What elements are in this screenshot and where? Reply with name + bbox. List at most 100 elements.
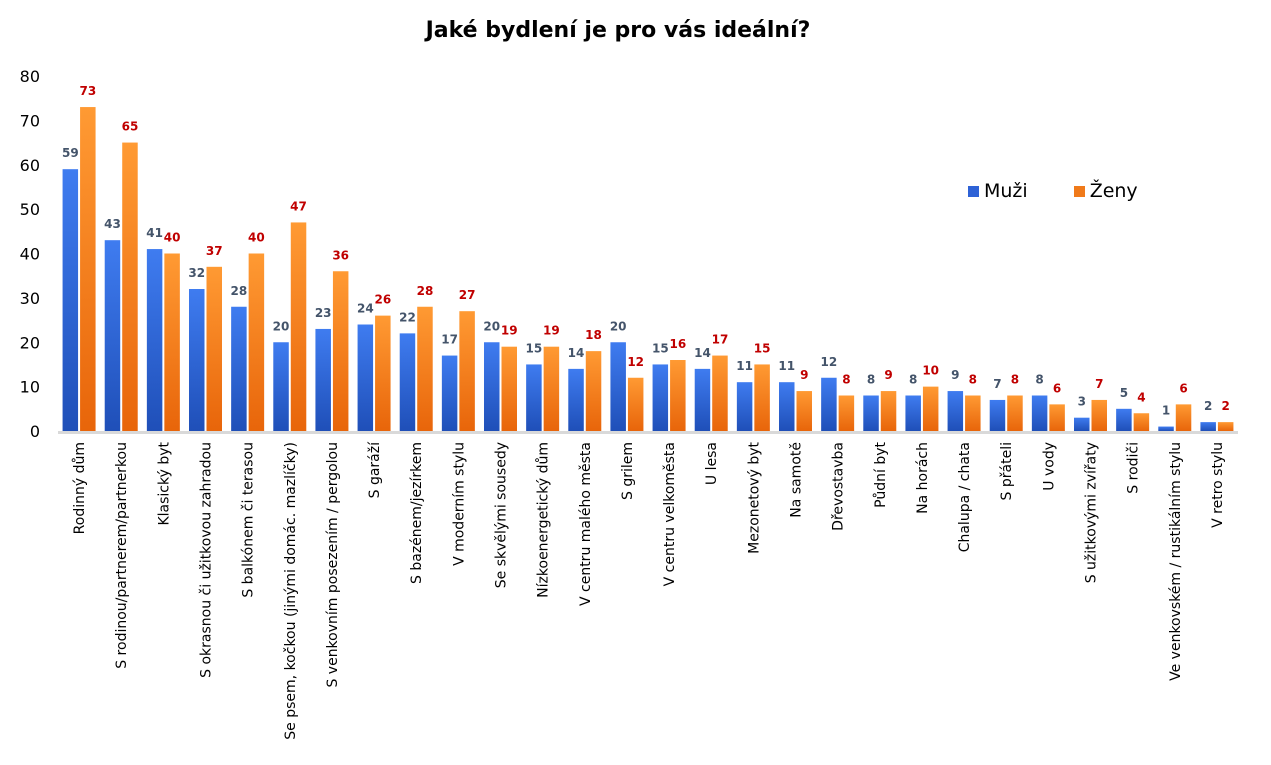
bar-zeny [838, 395, 855, 431]
data-label-zeny: 40 [164, 231, 181, 245]
bar-zeny [164, 253, 180, 431]
bar-zeny [375, 315, 391, 431]
data-label-muzi: 28 [231, 284, 248, 298]
data-label-muzi: 11 [736, 359, 753, 373]
legend: Muži Ženy [968, 180, 1184, 202]
x-tick-label: Půdní byt [873, 442, 889, 508]
data-label-zeny: 8 [1011, 373, 1019, 387]
data-label-muzi: 8 [909, 373, 917, 387]
bar-muzi [189, 289, 205, 431]
x-tick-label: S balkónem či terasou [241, 442, 257, 598]
x-tick-label: S grilem [620, 442, 636, 500]
bar-muzi [779, 382, 795, 431]
x-tick-label: Dřevostavba [831, 442, 847, 531]
bar-muzi [146, 249, 163, 431]
data-label-muzi: 15 [526, 341, 543, 355]
bar-muzi [1158, 426, 1174, 431]
bar-muzi [568, 368, 584, 431]
bar-zeny [670, 360, 686, 431]
bar-zeny [501, 346, 517, 431]
bar-muzi [62, 169, 79, 431]
legend-item-muzi: Muži [968, 180, 1028, 202]
data-label-muzi: 22 [399, 310, 416, 324]
data-label-zeny: 9 [884, 368, 892, 382]
bar-muzi [1074, 417, 1090, 431]
bar-muzi [610, 342, 626, 431]
x-tick-label: V retro stylu [1210, 442, 1226, 528]
bar-muzi [947, 391, 964, 431]
bar-muzi [736, 382, 753, 431]
x-tick-label: Mezonetový byt [746, 442, 762, 554]
y-tick-label: 40 [20, 245, 40, 264]
data-label-muzi: 12 [821, 355, 838, 369]
bar-zeny [712, 355, 728, 431]
legend-label-muzi: Muži [984, 180, 1028, 202]
x-tick-label: S přáteli [999, 442, 1015, 500]
data-label-zeny: 19 [543, 324, 560, 338]
bar-zeny [206, 266, 222, 431]
data-label-zeny: 65 [122, 120, 139, 134]
data-label-zeny: 10 [922, 364, 939, 378]
data-label-zeny: 9 [800, 368, 808, 382]
x-tick-label: S okrasnou či užitkovou zahradou [199, 442, 215, 678]
data-label-muzi: 14 [568, 346, 585, 360]
data-label-zeny: 12 [627, 355, 644, 369]
x-tick-label: Ve venkovském / rustikálním stylu [1168, 442, 1184, 681]
bar-muzi [863, 395, 879, 431]
data-label-zeny: 4 [1137, 390, 1145, 404]
data-label-zeny: 19 [501, 324, 518, 338]
bar-muzi [526, 364, 542, 431]
bar-zeny [922, 386, 939, 431]
data-label-muzi: 23 [315, 306, 332, 320]
data-label-muzi: 59 [62, 146, 79, 160]
data-label-muzi: 11 [778, 359, 795, 373]
data-label-zeny: 16 [669, 337, 686, 351]
bar-muzi [1200, 422, 1216, 431]
data-label-zeny: 2 [1221, 399, 1229, 413]
y-tick-label: 0 [30, 422, 40, 441]
y-tick-label: 30 [20, 289, 40, 308]
x-tick-label: S garáží [367, 441, 383, 498]
y-tick-label: 50 [20, 200, 40, 219]
bar-zeny [122, 142, 138, 431]
data-label-zeny: 27 [459, 288, 476, 302]
x-tick-label: S rodiči [1126, 442, 1142, 494]
data-label-zeny: 15 [754, 341, 771, 355]
data-label-zeny: 47 [290, 199, 307, 213]
bar-zeny [880, 391, 897, 431]
data-label-zeny: 37 [206, 244, 223, 258]
x-tick-label: U vody [1041, 442, 1057, 491]
bar-muzi [652, 364, 669, 431]
bar-muzi [989, 399, 1006, 431]
bar-muzi [357, 324, 374, 431]
x-tick-label: Se skvělými sousedy [494, 442, 510, 588]
bar-zeny [1133, 413, 1150, 431]
data-label-muzi: 20 [273, 319, 290, 333]
data-label-zeny: 26 [374, 293, 391, 307]
data-label-zeny: 17 [712, 333, 729, 347]
data-label-muzi: 24 [357, 302, 374, 316]
data-label-zeny: 6 [1053, 381, 1061, 395]
data-label-muzi: 5 [1120, 386, 1128, 400]
bar-zeny [796, 391, 812, 431]
bar-zeny [1007, 395, 1023, 431]
x-tick-label: V moderním stylu [451, 442, 467, 566]
data-label-muzi: 3 [1078, 395, 1086, 409]
bar-zeny [965, 395, 981, 431]
bar-muzi [399, 333, 416, 431]
data-label-muzi: 7 [993, 377, 1001, 391]
data-label-muzi: 17 [441, 333, 458, 347]
data-label-muzi: 20 [610, 319, 627, 333]
x-tick-label: S venkovním posezením / pergolou [325, 442, 341, 688]
bar-zeny [248, 253, 265, 431]
x-tick-label: U lesa [704, 442, 720, 485]
data-label-zeny: 40 [248, 231, 265, 245]
bar-zeny [1049, 404, 1065, 431]
bar-muzi [905, 395, 921, 431]
data-label-zeny: 7 [1095, 377, 1103, 391]
x-tick-label: V centru malého města [578, 442, 594, 606]
x-axis-baseline [58, 431, 1238, 434]
data-label-zeny: 28 [417, 284, 434, 298]
x-tick-label: S užitkovými zvířaty [1084, 442, 1100, 583]
